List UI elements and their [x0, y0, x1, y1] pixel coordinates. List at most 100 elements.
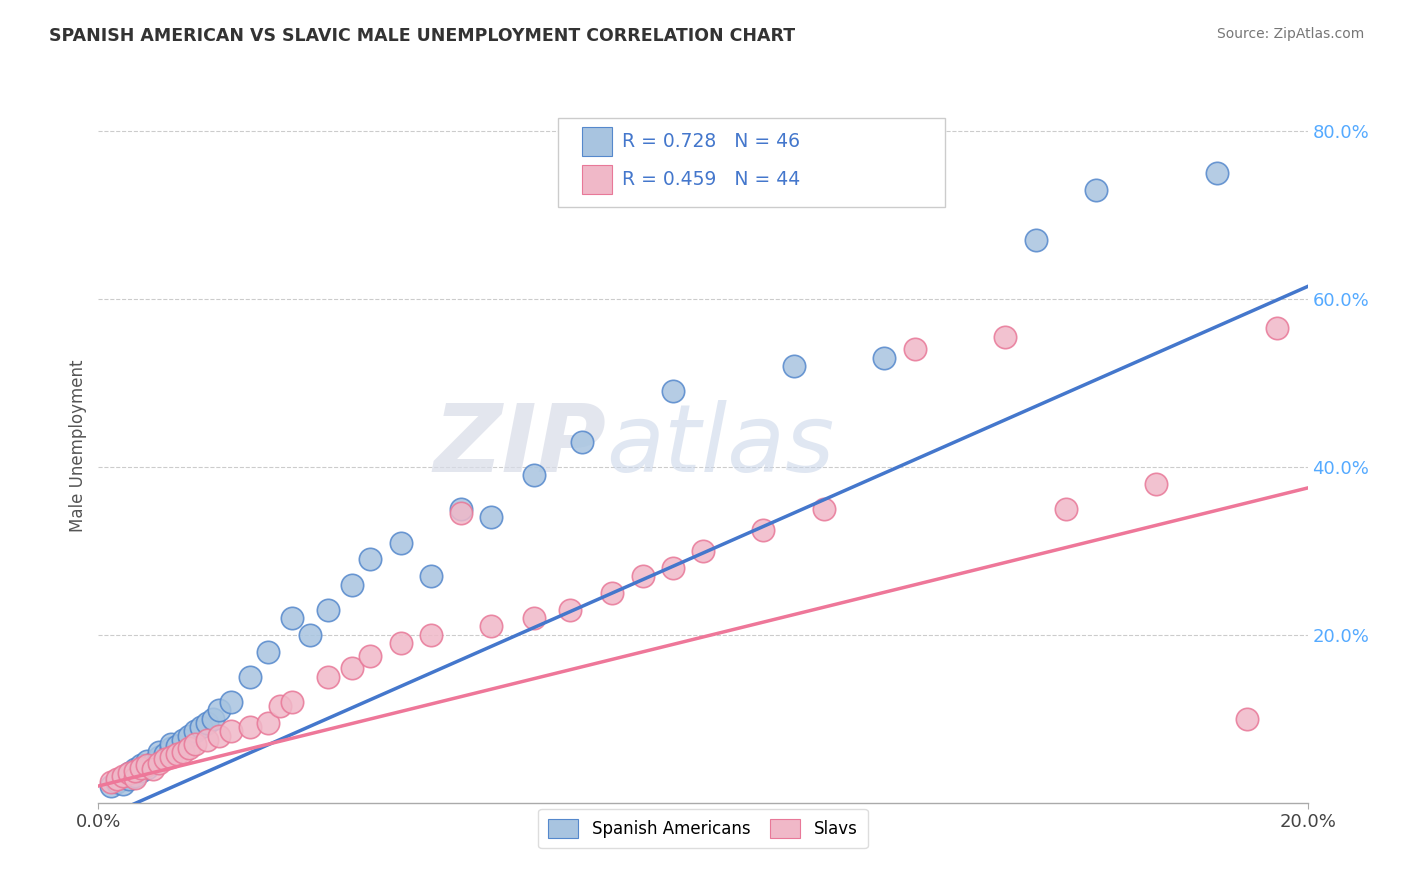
- Point: [904, 343, 927, 357]
- Point: [281, 695, 304, 709]
- Point: [148, 746, 170, 760]
- Point: [135, 758, 157, 772]
- Point: [316, 603, 339, 617]
- Point: [813, 502, 835, 516]
- Point: [166, 739, 188, 753]
- Point: [256, 716, 278, 731]
- Point: [135, 760, 157, 774]
- Point: [111, 777, 134, 791]
- Point: [135, 754, 157, 768]
- Point: [160, 749, 183, 764]
- Point: [118, 766, 141, 780]
- Point: [100, 774, 122, 789]
- Point: [100, 779, 122, 793]
- FancyBboxPatch shape: [558, 118, 945, 207]
- Point: [450, 502, 472, 516]
- Point: [153, 747, 176, 761]
- Point: [692, 544, 714, 558]
- Point: [661, 384, 683, 399]
- Text: R = 0.728   N = 46: R = 0.728 N = 46: [621, 132, 800, 151]
- Point: [316, 670, 339, 684]
- Point: [179, 729, 201, 743]
- Point: [1024, 233, 1046, 247]
- Point: [118, 766, 141, 780]
- Point: [129, 764, 152, 778]
- Point: [190, 720, 212, 734]
- Point: [1236, 712, 1258, 726]
- Point: [129, 760, 152, 774]
- Point: [481, 510, 503, 524]
- Point: [360, 648, 382, 663]
- Point: [389, 535, 412, 549]
- Point: [221, 695, 243, 709]
- Point: [239, 670, 262, 684]
- Point: [239, 720, 262, 734]
- Point: [208, 703, 231, 717]
- Y-axis label: Male Unemployment: Male Unemployment: [69, 359, 87, 533]
- Point: [105, 772, 128, 787]
- Point: [124, 771, 146, 785]
- Point: [602, 586, 624, 600]
- Point: [420, 628, 443, 642]
- Point: [208, 729, 231, 743]
- Point: [166, 747, 188, 761]
- Point: [342, 661, 364, 675]
- Point: [105, 774, 128, 789]
- Point: [221, 724, 243, 739]
- FancyBboxPatch shape: [582, 128, 613, 156]
- Text: Source: ZipAtlas.com: Source: ZipAtlas.com: [1216, 27, 1364, 41]
- Point: [1267, 321, 1289, 335]
- Legend: Spanish Americans, Slavs: Spanish Americans, Slavs: [538, 809, 868, 848]
- Point: [172, 746, 194, 760]
- Point: [752, 523, 775, 537]
- Point: [184, 724, 207, 739]
- Point: [148, 756, 170, 770]
- Point: [111, 771, 134, 785]
- Point: [523, 468, 546, 483]
- FancyBboxPatch shape: [582, 165, 613, 194]
- Point: [281, 611, 304, 625]
- Point: [481, 619, 503, 633]
- Point: [124, 762, 146, 776]
- Point: [420, 569, 443, 583]
- Text: atlas: atlas: [606, 401, 835, 491]
- Point: [202, 712, 225, 726]
- Point: [124, 764, 146, 778]
- Point: [153, 752, 176, 766]
- Point: [142, 756, 165, 770]
- Point: [873, 351, 896, 365]
- Point: [631, 569, 654, 583]
- Text: SPANISH AMERICAN VS SLAVIC MALE UNEMPLOYMENT CORRELATION CHART: SPANISH AMERICAN VS SLAVIC MALE UNEMPLOY…: [49, 27, 796, 45]
- Text: R = 0.459   N = 44: R = 0.459 N = 44: [621, 169, 800, 189]
- Point: [661, 560, 683, 574]
- Point: [184, 737, 207, 751]
- Point: [269, 699, 291, 714]
- Point: [160, 737, 183, 751]
- Point: [111, 769, 134, 783]
- Point: [299, 628, 322, 642]
- Point: [195, 732, 218, 747]
- Point: [1144, 476, 1167, 491]
- Point: [172, 732, 194, 747]
- Point: [783, 359, 806, 374]
- Point: [1206, 166, 1229, 180]
- Point: [179, 741, 201, 756]
- Point: [558, 603, 581, 617]
- Point: [1085, 183, 1108, 197]
- Point: [1054, 502, 1077, 516]
- Point: [129, 758, 152, 772]
- Point: [124, 769, 146, 783]
- Text: ZIP: ZIP: [433, 400, 606, 492]
- Point: [118, 772, 141, 787]
- Point: [195, 716, 218, 731]
- Point: [256, 645, 278, 659]
- Point: [142, 762, 165, 776]
- Point: [342, 577, 364, 591]
- Point: [360, 552, 382, 566]
- Point: [571, 434, 593, 449]
- Point: [523, 611, 546, 625]
- Point: [994, 330, 1017, 344]
- Point: [450, 506, 472, 520]
- Point: [148, 749, 170, 764]
- Point: [389, 636, 412, 650]
